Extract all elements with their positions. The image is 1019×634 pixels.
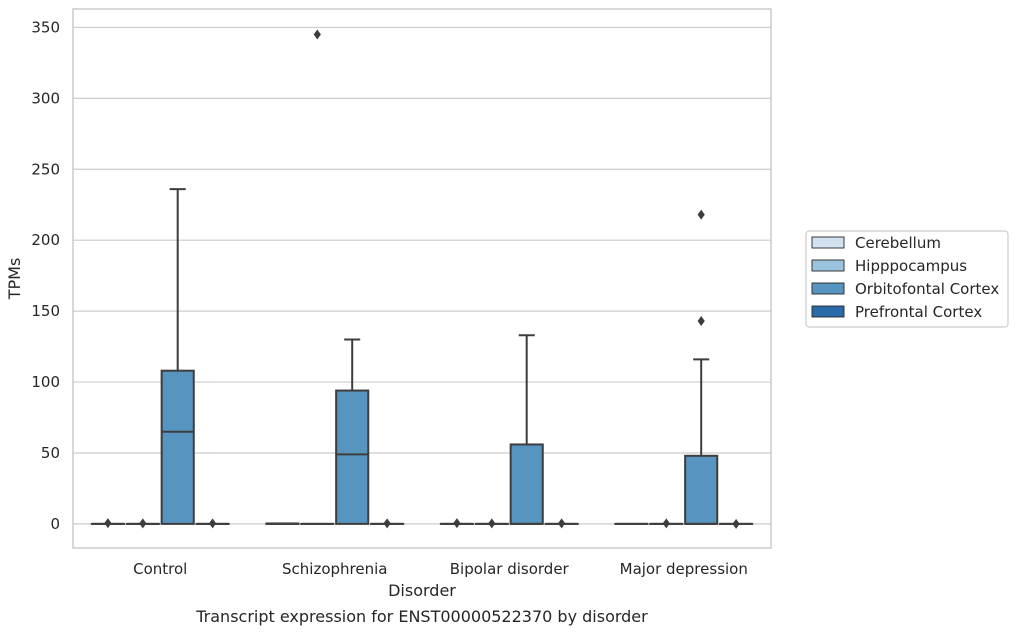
box-plot-marks <box>90 29 754 529</box>
outlier-point <box>139 518 147 529</box>
box-group <box>509 334 544 525</box>
legend-label: Hipppocampus <box>855 257 967 275</box>
box-group <box>160 188 195 525</box>
x-tick-label: Major depression <box>620 560 748 578</box>
outlier-point <box>209 518 217 529</box>
outlier-point <box>453 518 461 529</box>
outlier-point <box>662 518 670 529</box>
plot-area-frame <box>72 8 772 549</box>
box <box>684 454 719 525</box>
box-group <box>544 518 579 529</box>
outlier-point <box>488 518 496 529</box>
box-group <box>474 518 509 529</box>
outlier-point <box>383 518 391 529</box>
box <box>509 443 544 525</box>
y-tick-label: 250 <box>31 160 60 178</box>
y-tick-label: 50 <box>41 444 60 462</box>
x-tick-label: Schizophrenia <box>282 560 387 578</box>
outlier-point <box>697 316 705 327</box>
x-axis-ticks: Control Schizophrenia Bipolar disorder Majo… <box>133 560 748 578</box>
legend: Cerebellum Hipppocampus Orbitofontal Corte… <box>805 230 1009 328</box>
box-group <box>370 518 405 529</box>
legend-swatch <box>811 305 845 318</box>
box-group <box>335 338 370 525</box>
box-group <box>300 29 335 525</box>
legend-label: Orbitofontal Cortex <box>855 280 999 298</box>
y-axis-ticks: 0 50 100 150 200 250 300 350 <box>31 18 60 532</box>
legend-label: Prefrontal Cortex <box>855 303 982 321</box>
x-tick-label: Control <box>133 560 187 578</box>
x-tick-label: Bipolar disorder <box>450 560 570 578</box>
box-group <box>439 518 474 529</box>
y-tick-label: 100 <box>31 373 60 391</box>
box <box>335 389 370 525</box>
y-tick-label: 0 <box>50 515 60 533</box>
legend-swatch <box>811 282 845 295</box>
legend-frame <box>805 230 1009 328</box>
outlier-point <box>697 209 705 220</box>
outlier-point <box>313 29 321 40</box>
legend-label: Cerebellum <box>855 234 941 252</box>
outlier-point <box>104 518 112 529</box>
y-axis-label: TPMs <box>5 258 24 301</box>
outlier-point <box>732 518 740 529</box>
y-tick-label: 150 <box>31 302 60 320</box>
box-group <box>719 518 754 529</box>
box-group <box>90 518 125 529</box>
box-group <box>684 209 719 525</box>
x-axis-label: Disorder <box>388 581 456 600</box>
box-group <box>649 518 684 529</box>
box-group <box>195 518 230 529</box>
legend-swatch <box>811 259 845 272</box>
box <box>160 369 195 525</box>
y-tick-label: 200 <box>31 231 60 249</box>
y-tick-label: 350 <box>31 18 60 36</box>
box-group <box>125 518 160 529</box>
outlier-point <box>558 518 566 529</box>
chart-caption: Transcript expression for ENST0000052237… <box>195 607 648 626</box>
y-tick-label: 300 <box>31 89 60 107</box>
legend-swatch <box>811 236 845 249</box>
